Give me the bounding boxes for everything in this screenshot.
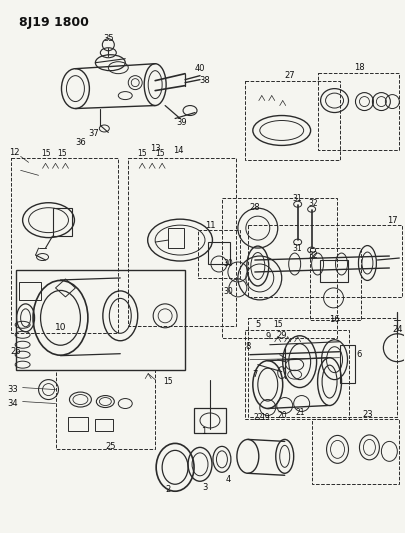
Text: 8J19 1800: 8J19 1800 xyxy=(19,16,89,29)
Text: 33: 33 xyxy=(7,385,18,394)
Bar xyxy=(128,158,236,326)
Text: 1: 1 xyxy=(201,427,207,436)
Text: 8: 8 xyxy=(245,342,251,351)
Text: 39: 39 xyxy=(177,118,188,127)
Text: 14: 14 xyxy=(173,146,183,155)
Text: 15: 15 xyxy=(156,149,165,158)
Bar xyxy=(318,72,399,150)
Text: 5: 5 xyxy=(255,320,260,329)
Text: 15: 15 xyxy=(137,149,147,158)
Text: 11: 11 xyxy=(205,221,215,230)
Bar xyxy=(339,345,356,383)
Text: 35: 35 xyxy=(103,34,114,43)
Text: 19: 19 xyxy=(260,413,270,422)
Bar xyxy=(310,248,361,320)
Bar xyxy=(222,198,337,338)
Text: 2: 2 xyxy=(166,484,171,494)
Bar xyxy=(245,330,350,419)
Text: 32: 32 xyxy=(309,251,318,260)
Text: 15: 15 xyxy=(273,320,283,329)
Bar xyxy=(311,419,399,484)
Bar xyxy=(194,408,226,433)
Text: 15: 15 xyxy=(163,377,173,386)
Text: 18: 18 xyxy=(354,63,365,72)
Bar xyxy=(68,417,88,431)
Bar xyxy=(320,260,347,282)
Text: 23: 23 xyxy=(362,410,373,419)
Text: 31: 31 xyxy=(293,193,303,203)
Text: 38: 38 xyxy=(200,76,210,85)
Text: 37: 37 xyxy=(88,129,99,138)
Bar xyxy=(53,208,72,236)
Text: 21: 21 xyxy=(296,408,305,417)
Text: 22: 22 xyxy=(253,413,262,422)
Bar xyxy=(95,419,113,431)
Text: 9: 9 xyxy=(265,332,271,341)
Bar xyxy=(11,158,118,333)
Text: 17: 17 xyxy=(387,216,398,224)
Text: 27: 27 xyxy=(284,71,295,80)
Bar xyxy=(248,225,402,297)
Text: 10: 10 xyxy=(55,324,66,332)
Text: 4: 4 xyxy=(225,475,230,484)
Bar xyxy=(16,270,185,370)
Bar xyxy=(19,282,40,300)
Text: 12: 12 xyxy=(9,148,20,157)
Text: 6: 6 xyxy=(357,350,362,359)
Bar xyxy=(55,370,155,449)
Text: 25: 25 xyxy=(105,442,115,451)
Text: 26: 26 xyxy=(11,347,21,356)
Text: 13: 13 xyxy=(150,144,160,153)
Text: 28: 28 xyxy=(249,203,260,212)
Text: 31: 31 xyxy=(293,244,303,253)
Text: 15: 15 xyxy=(58,149,67,158)
Text: 40: 40 xyxy=(195,64,205,73)
Text: 32: 32 xyxy=(309,199,318,208)
Text: 7: 7 xyxy=(252,370,258,379)
Bar xyxy=(208,242,230,264)
Text: 15: 15 xyxy=(41,149,50,158)
Text: 24: 24 xyxy=(392,325,403,334)
Text: 3: 3 xyxy=(202,483,208,492)
Text: 20: 20 xyxy=(278,411,288,420)
Text: 36: 36 xyxy=(75,138,86,147)
Text: 16: 16 xyxy=(329,316,340,324)
Bar xyxy=(245,80,339,160)
Text: 30: 30 xyxy=(223,287,233,296)
Bar xyxy=(198,230,240,278)
Bar xyxy=(168,228,184,248)
Text: 30: 30 xyxy=(223,259,233,268)
Text: 29: 29 xyxy=(277,332,287,340)
Bar xyxy=(248,318,397,417)
Text: 34: 34 xyxy=(7,399,18,408)
